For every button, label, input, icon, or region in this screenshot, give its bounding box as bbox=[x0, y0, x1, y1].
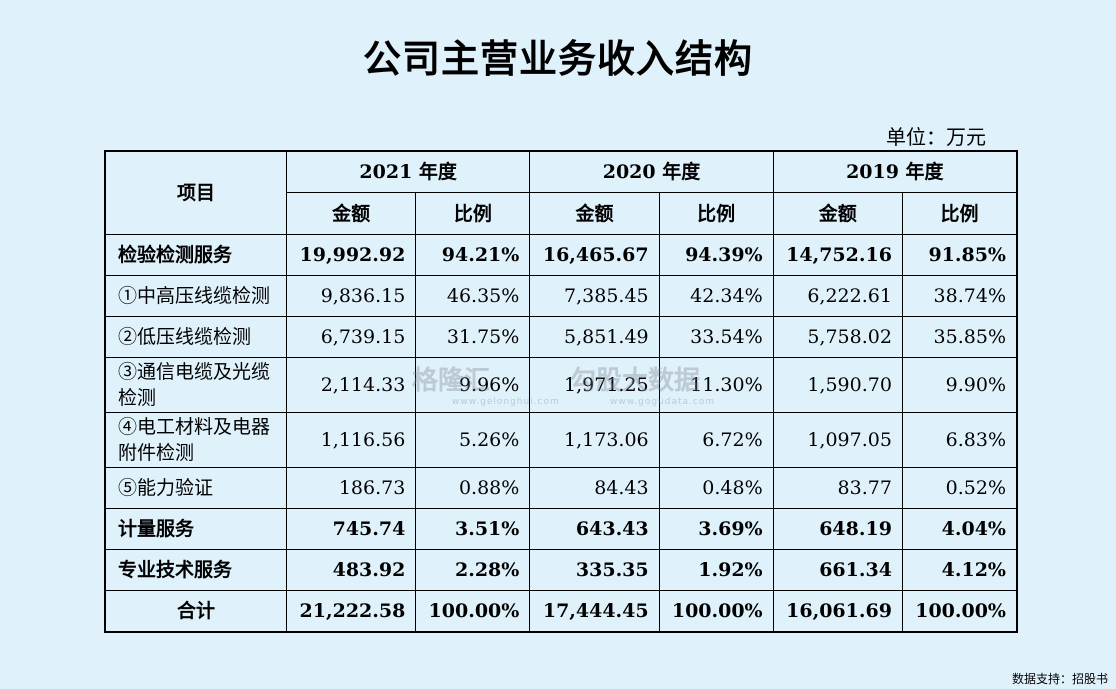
source-note: 数据支持：招股书 bbox=[1011, 672, 1108, 686]
ratio-cell: 100.00% bbox=[901, 590, 1018, 633]
row-label: 检验检测服务 bbox=[104, 234, 288, 276]
table-body: 检验检测服务 19,992.92 94.21% 16,465.67 94.39% 14,7… bbox=[104, 234, 1018, 633]
table-row: 合计 21,222.58 100.00% 17,444.45 100.00% 16,061… bbox=[104, 590, 1018, 633]
ratio-cell: 2.28% bbox=[415, 549, 531, 591]
ratio-cell: 100.00% bbox=[658, 590, 774, 633]
amount-cell: 14,752.16 bbox=[772, 234, 903, 276]
amount-cell: 9,836.15 bbox=[286, 275, 417, 317]
header-amount: 金额 bbox=[772, 192, 903, 235]
ratio-cell: 91.85% bbox=[901, 234, 1018, 276]
ratio-cell: 1.92% bbox=[658, 549, 774, 591]
ratio-cell: 5.26% bbox=[415, 412, 531, 468]
amount-cell: 186.73 bbox=[286, 467, 417, 509]
table-row: ⑤能力验证 186.73 0.88% 84.43 0.48% 83.77 0.52% bbox=[104, 467, 1018, 509]
amount-cell: 21,222.58 bbox=[286, 590, 417, 633]
revenue-structure-table: 项目 2021 年度 2020 年度 2019 年度 金额 比例 金额 比例 金… bbox=[104, 150, 1018, 633]
ratio-cell: 100.00% bbox=[415, 590, 531, 633]
ratio-cell: 0.88% bbox=[415, 467, 531, 509]
table-row: 计量服务 745.74 3.51% 643.43 3.69% 648.19 4.04% bbox=[104, 508, 1018, 550]
ratio-cell: 3.51% bbox=[415, 508, 531, 550]
table-row: ①中高压线缆检测 9,836.15 46.35% 7,385.45 42.34% 6,22… bbox=[104, 275, 1018, 317]
ratio-cell: 0.52% bbox=[901, 467, 1018, 509]
header-year-2021: 2021 年度 bbox=[286, 150, 531, 193]
amount-cell: 6,739.15 bbox=[286, 316, 417, 358]
header-ratio: 比例 bbox=[658, 192, 774, 235]
amount-cell: 19,992.92 bbox=[286, 234, 417, 276]
row-label: 合计 bbox=[104, 590, 288, 633]
amount-cell: 16,061.69 bbox=[772, 590, 903, 633]
unit-label: 单位：万元 bbox=[886, 125, 986, 149]
ratio-cell: 4.04% bbox=[901, 508, 1018, 550]
amount-cell: 745.74 bbox=[286, 508, 417, 550]
ratio-cell: 35.85% bbox=[901, 316, 1018, 358]
amount-cell: 84.43 bbox=[529, 467, 660, 509]
row-label: ③通信电缆及光缆检测 bbox=[104, 357, 288, 413]
ratio-cell: 9.96% bbox=[415, 357, 531, 413]
table-row: 专业技术服务 483.92 2.28% 335.35 1.92% 661.34 4.12% bbox=[104, 549, 1018, 591]
row-label: ⑤能力验证 bbox=[104, 467, 288, 509]
amount-cell: 648.19 bbox=[772, 508, 903, 550]
header-amount: 金额 bbox=[286, 192, 417, 235]
amount-cell: 83.77 bbox=[772, 467, 903, 509]
ratio-cell: 3.69% bbox=[658, 508, 774, 550]
ratio-cell: 46.35% bbox=[415, 275, 531, 317]
row-label: 专业技术服务 bbox=[104, 549, 288, 591]
header-item: 项目 bbox=[104, 150, 288, 235]
amount-cell: 1,590.70 bbox=[772, 357, 903, 413]
table-row: ②低压线缆检测 6,739.15 31.75% 5,851.49 33.54% 5,758… bbox=[104, 316, 1018, 358]
header-ratio: 比例 bbox=[415, 192, 531, 235]
amount-cell: 5,758.02 bbox=[772, 316, 903, 358]
header-ratio: 比例 bbox=[901, 192, 1018, 235]
header-year-2019: 2019 年度 bbox=[772, 150, 1018, 193]
ratio-cell: 38.74% bbox=[901, 275, 1018, 317]
row-label: ④电工材料及电器附件检测 bbox=[104, 412, 288, 468]
amount-cell: 17,444.45 bbox=[529, 590, 660, 633]
amount-cell: 1,116.56 bbox=[286, 412, 417, 468]
ratio-cell: 42.34% bbox=[658, 275, 774, 317]
row-label: ①中高压线缆检测 bbox=[104, 275, 288, 317]
table-row: ③通信电缆及光缆检测 2,114.33 9.96% 1,971.25 11.30% 1,5… bbox=[104, 357, 1018, 413]
ratio-cell: 94.39% bbox=[658, 234, 774, 276]
amount-cell: 335.35 bbox=[529, 549, 660, 591]
header-amount: 金额 bbox=[529, 192, 660, 235]
amount-cell: 643.43 bbox=[529, 508, 660, 550]
header-year-2020: 2020 年度 bbox=[529, 150, 774, 193]
amount-cell: 2,114.33 bbox=[286, 357, 417, 413]
ratio-cell: 33.54% bbox=[658, 316, 774, 358]
amount-cell: 483.92 bbox=[286, 549, 417, 591]
ratio-cell: 9.90% bbox=[901, 357, 1018, 413]
amount-cell: 5,851.49 bbox=[529, 316, 660, 358]
amount-cell: 1,971.25 bbox=[529, 357, 660, 413]
row-label: 计量服务 bbox=[104, 508, 288, 550]
row-label: ②低压线缆检测 bbox=[104, 316, 288, 358]
amount-cell: 1,173.06 bbox=[529, 412, 660, 468]
amount-cell: 1,097.05 bbox=[772, 412, 903, 468]
page-title: 公司主营业务收入结构 bbox=[362, 37, 753, 81]
ratio-cell: 31.75% bbox=[415, 316, 531, 358]
table-row: 检验检测服务 19,992.92 94.21% 16,465.67 94.39% 14,7… bbox=[104, 234, 1018, 276]
ratio-cell: 4.12% bbox=[901, 549, 1018, 591]
amount-cell: 7,385.45 bbox=[529, 275, 660, 317]
ratio-cell: 6.72% bbox=[658, 412, 774, 468]
ratio-cell: 6.83% bbox=[901, 412, 1018, 468]
amount-cell: 6,222.61 bbox=[772, 275, 903, 317]
ratio-cell: 94.21% bbox=[415, 234, 531, 276]
amount-cell: 661.34 bbox=[772, 549, 903, 591]
table-row: ④电工材料及电器附件检测 1,116.56 5.26% 1,173.06 6.72% 1,… bbox=[104, 412, 1018, 468]
ratio-cell: 11.30% bbox=[658, 357, 774, 413]
ratio-cell: 0.48% bbox=[658, 467, 774, 509]
amount-cell: 16,465.67 bbox=[529, 234, 660, 276]
